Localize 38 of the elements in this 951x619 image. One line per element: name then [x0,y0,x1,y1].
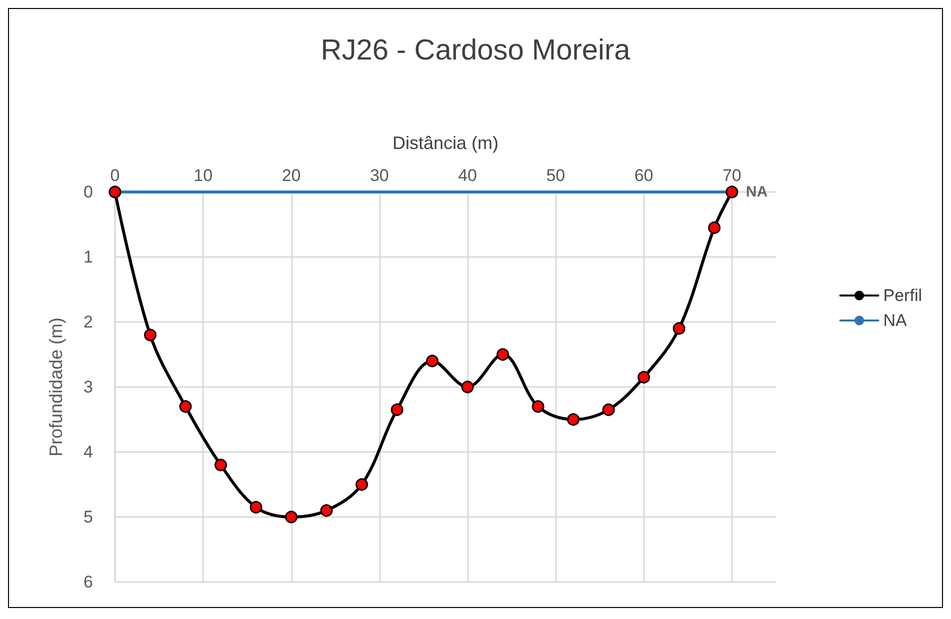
annotation: NA [746,184,768,200]
chart-title: RJ26 - Cardoso Moreira [320,34,632,66]
x-tick-label: 50 [546,166,566,185]
point [356,478,368,491]
point [672,322,686,335]
y-tick-label: 3 [84,378,93,396]
y-tick-label: 1 [84,248,93,266]
point [532,400,544,413]
y-axis-title: Profundidade (m) [46,317,66,457]
x-axis-title: Distância (m) [392,133,499,153]
point [214,458,228,472]
y-tick-label: 0 [84,182,93,202]
y-tick-label: 2 [84,312,93,332]
point [567,413,580,426]
point [708,222,721,234]
point [496,348,510,361]
legend-label: Perfil [883,286,922,305]
x-tick-label: 40 [458,166,477,185]
y-tick-label: 5 [84,508,93,526]
point [250,501,262,514]
point [426,354,439,368]
x-tick-label: 10 [194,166,213,185]
point [144,328,157,342]
x-tick-label: 0 [110,166,120,185]
x-tick-label: 60 [634,166,654,185]
y-tick-label: 6 [84,572,93,592]
point [461,380,474,394]
legend-label: NA [883,311,908,330]
x-tick-label: 20 [282,166,301,185]
point [285,510,298,524]
point [390,404,404,416]
x-tick-label: 70 [722,166,742,185]
point [320,504,333,517]
point [602,404,615,416]
point [179,400,192,413]
x-tick-label: 30 [370,166,389,185]
point [638,371,650,384]
y-tick-label: 4 [84,442,93,462]
